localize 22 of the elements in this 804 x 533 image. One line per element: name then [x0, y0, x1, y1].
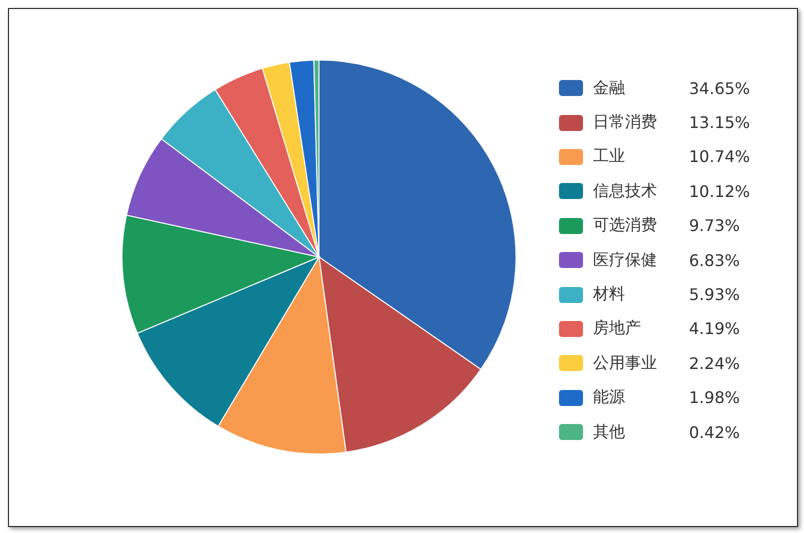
data-label: 5.93% [689, 285, 740, 304]
legend-label: 金融 [593, 78, 626, 99]
legend-label: 公用事业 [593, 352, 658, 374]
legend-label: 医疗保健 [593, 250, 658, 271]
legend-label: 房地产 [593, 318, 642, 340]
data-label: 4.19% [689, 319, 740, 338]
data-label: 1.98% [689, 388, 740, 408]
legend-label: 日常消费 [593, 112, 658, 134]
data-label: 0.42% [689, 422, 740, 442]
legend-label: 工业 [593, 146, 626, 168]
data-label: 10.12% [689, 182, 750, 201]
legend-label: 材料 [593, 284, 626, 306]
legend-label: 信息技术 [593, 180, 658, 202]
legend-label: 能源 [593, 387, 626, 408]
data-label: 10.74% [689, 147, 750, 166]
legend-label: 可选消费 [593, 215, 658, 236]
data-label: 34.65% [689, 78, 750, 98]
data-label: 9.73% [689, 216, 740, 236]
data-label: 6.83% [689, 250, 740, 270]
data-label: 13.15% [689, 113, 750, 132]
data-label: 2.24% [689, 354, 740, 373]
legend-label: 其他 [593, 422, 626, 443]
